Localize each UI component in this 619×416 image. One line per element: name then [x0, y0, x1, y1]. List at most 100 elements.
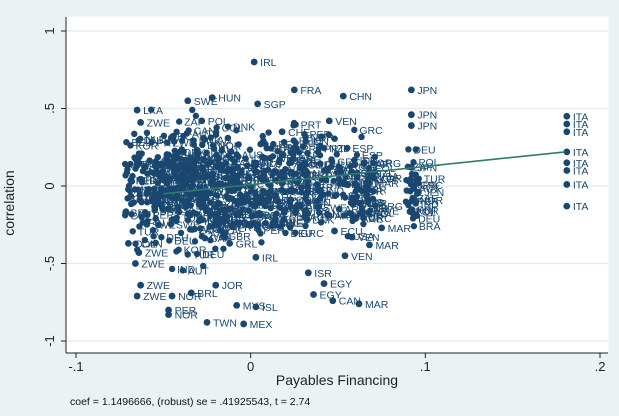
- point-label: ZWE: [172, 138, 195, 150]
- scatter-point: [302, 195, 309, 202]
- scatter-point: [226, 239, 234, 247]
- scatter-point: [232, 210, 240, 218]
- scatter-point: [341, 194, 349, 201]
- scatter-point: [165, 311, 172, 319]
- scatter-point: [261, 174, 268, 181]
- scatter-point: [148, 106, 155, 113]
- scatter-point: [351, 160, 358, 167]
- point-label: NOR: [178, 291, 202, 303]
- scatter-point: [267, 204, 274, 212]
- scatter-point: [202, 192, 210, 200]
- point-label: PRT: [324, 143, 345, 155]
- scatter-point: [243, 162, 251, 169]
- point-label: GRC: [239, 186, 263, 198]
- scatter-point: [335, 175, 343, 182]
- point-label: HUN: [218, 93, 241, 105]
- scatter-point: [144, 170, 151, 177]
- point-label: NZL: [278, 217, 298, 229]
- scatter-point: [317, 219, 325, 226]
- scatter-point: [298, 184, 305, 191]
- point-label: ZAF: [367, 206, 387, 218]
- scatter-point: [187, 211, 194, 219]
- scatter-point: [154, 179, 162, 187]
- point-label: ESP: [352, 143, 373, 155]
- scatter-point: [279, 169, 287, 176]
- scatter-point: [412, 171, 419, 178]
- scatter-point: [244, 197, 252, 204]
- scatter-point: [198, 117, 206, 125]
- scatter-point: [135, 249, 143, 257]
- scatter-point: [563, 128, 571, 136]
- point-label: ZWE: [147, 280, 170, 292]
- scatter-point: [256, 174, 264, 182]
- scatter-point: [191, 158, 199, 165]
- point-label: JPN: [417, 121, 437, 133]
- scatter-point: [275, 198, 282, 205]
- scatter-point: [199, 262, 207, 270]
- point-label: DEU: [174, 236, 196, 248]
- point-label: ZAF: [413, 162, 433, 174]
- scatter-point: [168, 292, 176, 300]
- scatter-point: [222, 229, 229, 236]
- point-label: ISL: [262, 302, 278, 314]
- scatter-point: [123, 138, 130, 146]
- point-label: ZWE: [145, 248, 168, 260]
- scatter-point: [314, 204, 322, 211]
- scatter-point: [344, 181, 352, 188]
- scatter-point: [190, 137, 197, 144]
- scatter-point: [299, 143, 307, 150]
- fit-line: [163, 151, 566, 195]
- scatter-point: [331, 227, 338, 235]
- scatter-point: [331, 135, 338, 142]
- scatter-point: [189, 106, 196, 114]
- scatter-point: [372, 202, 379, 210]
- point-label: BRA: [259, 158, 281, 170]
- point-label: PRT: [301, 120, 322, 132]
- point-label: KOR: [370, 157, 393, 169]
- scatter-point: [125, 186, 132, 193]
- x-tick-label: .2: [595, 359, 606, 374]
- scatter-point: [183, 179, 190, 186]
- scatter-point: [287, 159, 295, 166]
- scatter-point: [407, 181, 415, 188]
- point-label: ITA: [573, 147, 589, 159]
- y-tick-label: 1: [42, 27, 57, 34]
- scatter-point: [563, 120, 571, 128]
- point-label: KOR: [238, 219, 261, 231]
- point-label: MAR: [375, 240, 399, 252]
- scatter-point: [361, 159, 368, 166]
- y-axis-title: correlation: [1, 170, 17, 235]
- scatter-point: [254, 100, 262, 108]
- point-label: JPN: [417, 162, 437, 174]
- scatter-point: [351, 126, 358, 134]
- point-label: JPN: [424, 187, 444, 199]
- scatter-point: [132, 240, 139, 247]
- point-label: IRL: [262, 252, 279, 264]
- scatter-point: [252, 303, 260, 311]
- scatter-point: [212, 281, 220, 289]
- scatter-point: [197, 225, 204, 232]
- scatter-point: [407, 207, 415, 214]
- scatter-point: [208, 94, 216, 102]
- scatter-point: [216, 227, 224, 234]
- scatter-point: [357, 199, 365, 207]
- scatter-point: [256, 212, 264, 219]
- scatter-point: [154, 153, 162, 161]
- scatter-point: [173, 128, 180, 135]
- scatter-point: [207, 199, 214, 206]
- point-label: BRA: [186, 178, 208, 190]
- point-label: ITA: [573, 119, 589, 131]
- point-label: JOR: [222, 280, 243, 292]
- scatter-point: [407, 175, 414, 183]
- scatter-point: [341, 212, 348, 219]
- scatter-point: [354, 173, 361, 180]
- scatter-point: [303, 172, 310, 179]
- point-label: VEN: [358, 232, 380, 244]
- point-label: GRC: [359, 125, 383, 137]
- scatter-point: [350, 199, 358, 206]
- scatter-point: [152, 239, 159, 247]
- scatter-point: [199, 201, 206, 208]
- scatter-point: [325, 131, 333, 138]
